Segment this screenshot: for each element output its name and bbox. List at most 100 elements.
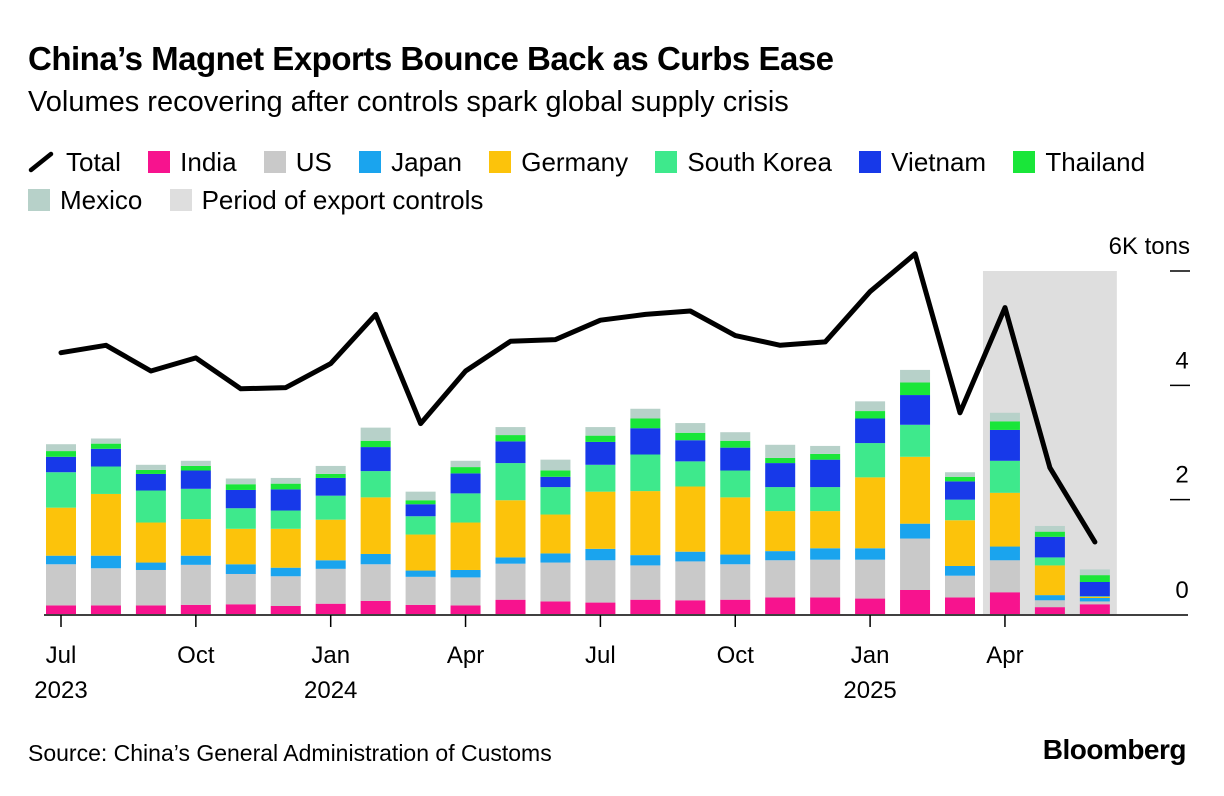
bar-segment-vietnam-2024-11 <box>765 463 796 488</box>
bar-segment-germany-2023-07 <box>46 507 76 556</box>
bar-segment-india-2024-07 <box>585 602 616 614</box>
bar-segment-south-korea-2024-05 <box>495 463 526 501</box>
bar-segment-vietnam-2025-01 <box>855 418 886 444</box>
legend-swatch-vietnam <box>859 151 882 173</box>
chart-subtitle: Volumes recovering after controls spark … <box>28 86 789 118</box>
bar-segment-japan-2024-10 <box>720 554 751 565</box>
bar-segment-germany-2024-09 <box>675 486 706 552</box>
chart-title: China’s Magnet Exports Bounce Back as Cu… <box>28 40 834 77</box>
bar-segment-south-korea-2025-05 <box>1034 557 1065 566</box>
bar-segment-us-2025-01 <box>855 559 886 599</box>
bar-segment-mexico-2024-05 <box>495 427 526 436</box>
bar-segment-thailand-2025-04 <box>989 421 1020 430</box>
y-tick-label-6000: 6K tons <box>1109 233 1190 260</box>
bar-segment-thailand-2023-07 <box>46 451 76 457</box>
bar-segment-us-2023-07 <box>46 564 76 606</box>
bar-segment-south-korea-2024-12 <box>810 487 841 512</box>
bar-segment-india-2025-04 <box>989 592 1020 614</box>
legend-item-mexico: Mexico <box>28 182 142 218</box>
bar-segment-germany-2025-03 <box>945 520 975 566</box>
bar-segment-thailand-2025-03 <box>945 476 975 482</box>
bar-segment-vietnam-2023-11 <box>225 489 256 509</box>
bar-segment-india-2023-11 <box>225 604 256 614</box>
bar-segment-thailand-2023-09 <box>135 469 166 474</box>
x-tick-label-2025-01: Jan <box>851 642 890 669</box>
bar-segment-us-2025-05 <box>1034 600 1065 608</box>
bar-segment-thailand-2024-02 <box>360 440 391 448</box>
bar-segment-mexico-2024-10 <box>720 432 751 441</box>
legend-item-us: US <box>263 144 332 180</box>
bar-segment-india-2024-11 <box>765 597 796 614</box>
bar-segment-germany-2024-03 <box>405 534 436 571</box>
bar-segment-japan-2023-11 <box>225 564 256 574</box>
bar-segment-us-2025-06 <box>1079 601 1110 605</box>
bar-segment-japan-2024-02 <box>360 553 391 565</box>
bar-segment-vietnam-2025-04 <box>989 429 1020 461</box>
legend-label-period: Period of export controls <box>201 185 484 215</box>
bar-segment-thailand-2024-10 <box>720 440 751 448</box>
legend-swatch-thailand <box>1013 151 1036 173</box>
legend-item-total: Total <box>28 144 121 180</box>
bar-segment-south-korea-2024-07 <box>585 464 616 492</box>
bar-segment-south-korea-2024-08 <box>630 454 661 492</box>
bar-segment-japan-2025-01 <box>855 548 886 560</box>
bar-segment-japan-2024-11 <box>765 551 796 561</box>
bar-segment-germany-2025-05 <box>1034 565 1065 596</box>
line-layer <box>58 251 1098 545</box>
bar-segment-us-2023-11 <box>225 573 256 605</box>
bar-segment-mexico-2024-01 <box>315 465 346 474</box>
bar-segment-india-2024-04 <box>450 605 481 614</box>
bar-segment-germany-2023-08 <box>90 493 121 556</box>
x-tick-label-2023-07: Jul <box>46 642 77 669</box>
bar-segment-south-korea-2024-03 <box>405 516 436 535</box>
bar-segment-germany-2025-02 <box>900 456 931 524</box>
bar-segment-japan-2024-08 <box>630 555 661 566</box>
bar-segment-south-korea-2024-01 <box>315 495 346 520</box>
bar-segment-vietnam-2023-09 <box>135 473 166 491</box>
bar-segment-us-2024-01 <box>315 568 346 604</box>
bar-segment-japan-2023-08 <box>90 555 121 569</box>
bar-segment-vietnam-2025-05 <box>1034 536 1065 558</box>
bar-segment-thailand-2024-09 <box>675 432 706 441</box>
bar-segment-japan-2024-01 <box>315 560 346 569</box>
bar-segment-south-korea-2023-08 <box>90 466 121 494</box>
x-year-label-2025: 2025 <box>843 677 896 704</box>
bar-segment-india-2025-01 <box>855 598 886 614</box>
bar-segment-us-2023-09 <box>135 569 166 606</box>
bar-segment-india-2023-09 <box>135 605 166 614</box>
bar-segment-vietnam-2024-03 <box>405 504 436 517</box>
bar-segment-us-2024-10 <box>720 564 751 600</box>
bar-segment-thailand-2023-08 <box>90 443 121 449</box>
bar-segment-india-2025-06 <box>1079 604 1110 614</box>
bar-segment-vietnam-2024-08 <box>630 428 661 455</box>
bar-segment-germany-2024-07 <box>585 491 616 549</box>
bar-segment-us-2025-02 <box>900 538 931 590</box>
bar-segment-vietnam-2024-07 <box>585 441 616 465</box>
legend-swatch-south-korea <box>655 151 678 173</box>
bar-segment-thailand-2024-07 <box>585 435 616 442</box>
bar-segment-mexico-2024-06 <box>540 459 571 471</box>
bar-segment-mexico-2024-11 <box>765 444 796 458</box>
bar-segment-japan-2024-07 <box>585 548 616 561</box>
bar-segment-us-2023-08 <box>90 568 121 606</box>
axis-layer: 0 2 4 6K tons Jul 2023 Oct Jan 2024 Apr Jul Oct Jan 2… <box>34 233 1190 704</box>
bar-segment-thailand-2024-11 <box>765 457 796 464</box>
bar-segment-germany-2023-11 <box>225 528 256 565</box>
bar-segment-germany-2023-09 <box>135 522 166 563</box>
bar-segment-vietnam-2024-12 <box>810 459 841 488</box>
bar-segment-germany-2025-06 <box>1079 596 1110 598</box>
bar-segment-germany-2024-06 <box>540 514 571 554</box>
bar-segment-india-2024-05 <box>495 599 526 614</box>
x-tick-label-2024-04: Apr <box>447 642 484 669</box>
legend-item-vietnam: Vietnam <box>859 144 986 180</box>
bar-segment-mexico-2024-07 <box>585 427 616 436</box>
x-year-label-2023: 2023 <box>34 677 87 704</box>
bar-segment-india-2024-12 <box>810 597 841 614</box>
bar-segment-germany-2024-02 <box>360 497 391 554</box>
bar-segment-mexico-2025-05 <box>1034 525 1065 532</box>
legend-swatch-japan <box>359 151 382 173</box>
legend-item-south-korea: South Korea <box>655 144 832 180</box>
bar-segment-india-2024-03 <box>405 604 436 614</box>
x-tick-label-2023-10: Oct <box>177 642 215 669</box>
x-tick-label-2024-01: Jan <box>311 642 350 669</box>
